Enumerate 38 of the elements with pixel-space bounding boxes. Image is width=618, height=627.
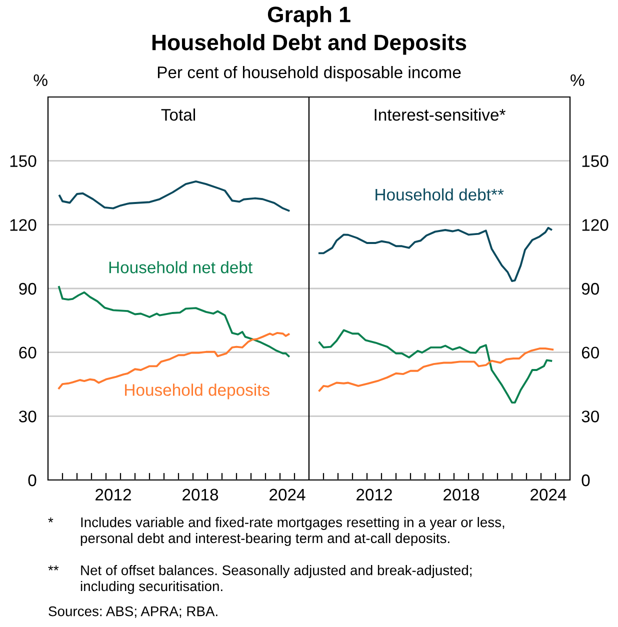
line-series — [318, 329, 552, 404]
text: Interest-sensitive* — [374, 108, 506, 121]
line-series — [58, 286, 290, 358]
y-tick-label: 150 — [582, 155, 608, 168]
line-series — [318, 226, 552, 282]
y-tick-label: 30 — [18, 410, 36, 422]
x-tick-label: 2012 — [356, 488, 392, 501]
series-label: Household net debt — [109, 261, 252, 274]
caption: Graph 1 — [268, 6, 350, 27]
series-label: Household deposits — [125, 384, 270, 400]
y-tick-label: 60 — [582, 346, 599, 359]
line-series — [58, 180, 290, 212]
y-tick-label: 0 — [28, 474, 36, 486]
y-tick-label: 90 — [19, 282, 36, 295]
y-tick-label: 120 — [582, 219, 608, 231]
y-tick-label: 0 — [582, 474, 590, 486]
y-tick-label: 30 — [582, 410, 599, 422]
x-tick-label: 2018 — [182, 488, 218, 501]
y-axis-title: % — [34, 74, 48, 86]
text: Total — [161, 108, 195, 121]
y-tick-label: 150 — [10, 155, 36, 168]
x-tick-label: 2018 — [444, 488, 480, 501]
y-tick-label: 120 — [10, 219, 36, 231]
source-note: Sources: ABS; APRA; RBA. — [48, 606, 218, 618]
x-tick-label: 2012 — [96, 488, 131, 501]
x-tick-label: 2024 — [270, 488, 306, 501]
text: Net of offset balances. Seasonally adjusted and break-adjusted; including securitisation. — [80, 565, 472, 594]
y-tick-label: 60 — [19, 346, 36, 359]
text: * — [48, 518, 54, 522]
text: Household Debt and Deposits — [152, 34, 466, 55]
text: Includes variable and fixed-rate mortgages resetting in a year or less, personal debt and interest-bearing term and at-call deposits. — [80, 517, 504, 546]
line-series — [318, 348, 554, 392]
x-tick-label: 2024 — [530, 488, 566, 501]
text: Per cent of household disposable income — [158, 66, 461, 82]
text: ** — [48, 566, 59, 570]
y-axis-title: % — [570, 74, 584, 86]
y-tick-label: 90 — [582, 282, 599, 295]
text: Household debt** — [376, 188, 504, 201]
